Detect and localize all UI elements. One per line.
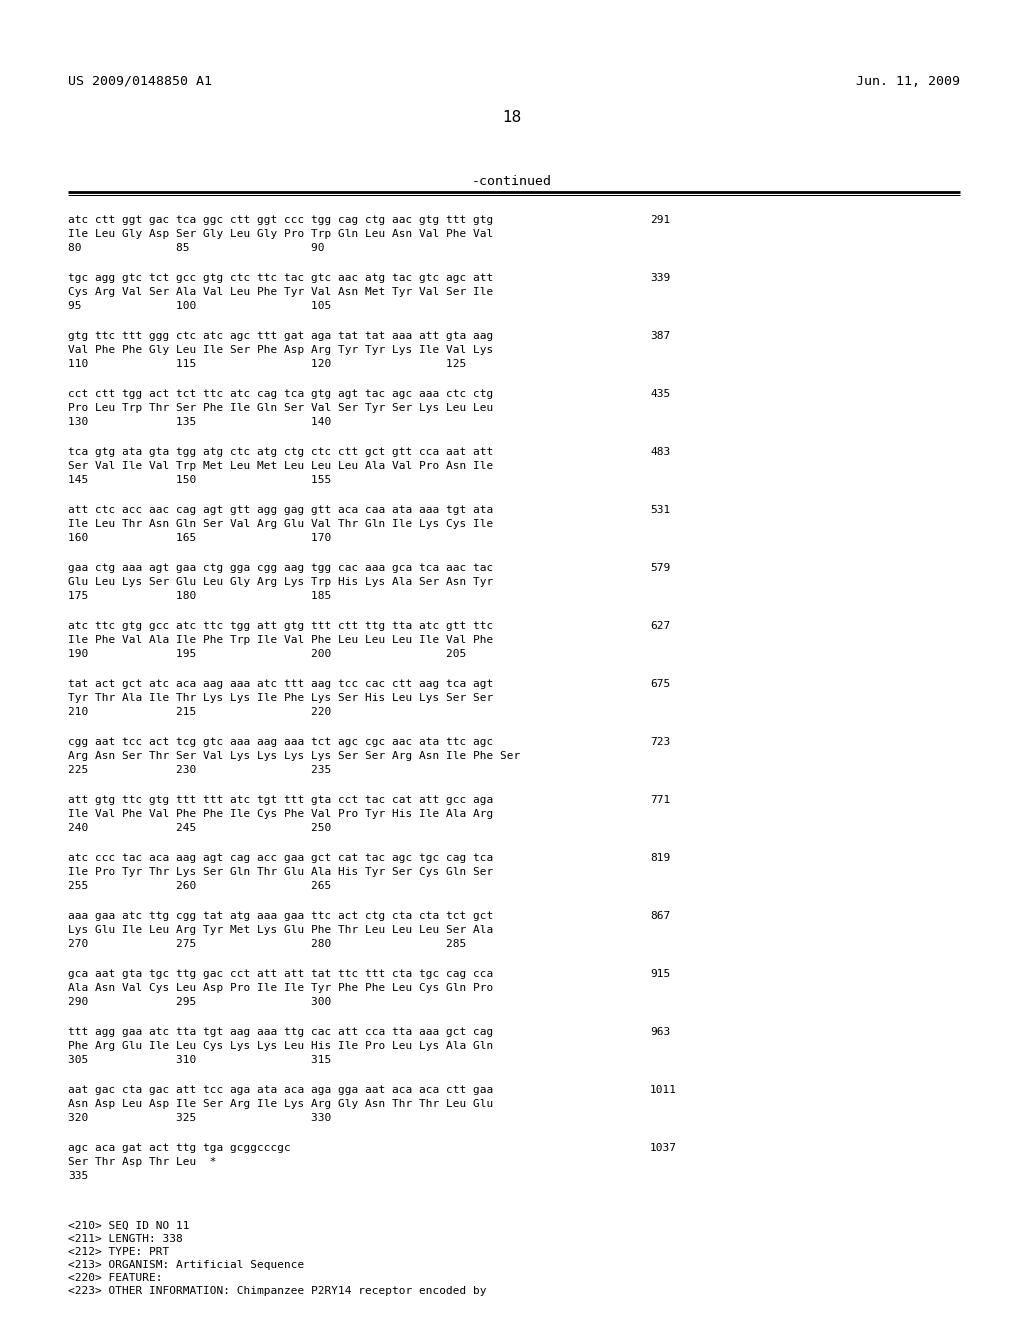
Text: 675: 675 (650, 678, 671, 689)
Text: Lys Glu Ile Leu Arg Tyr Met Lys Glu Phe Thr Leu Leu Leu Ser Ala: Lys Glu Ile Leu Arg Tyr Met Lys Glu Phe … (68, 925, 494, 935)
Text: 291: 291 (650, 215, 671, 224)
Text: 305             310                 315: 305 310 315 (68, 1055, 331, 1065)
Text: Arg Asn Ser Thr Ser Val Lys Lys Lys Lys Ser Ser Arg Asn Ile Phe Ser: Arg Asn Ser Thr Ser Val Lys Lys Lys Lys … (68, 751, 520, 762)
Text: 320             325                 330: 320 325 330 (68, 1113, 331, 1123)
Text: 110             115                 120                 125: 110 115 120 125 (68, 359, 466, 370)
Text: 819: 819 (650, 853, 671, 863)
Text: 963: 963 (650, 1027, 671, 1038)
Text: 867: 867 (650, 911, 671, 921)
Text: -continued: -continued (472, 176, 552, 187)
Text: att gtg ttc gtg ttt ttt atc tgt ttt gta cct tac cat att gcc aga: att gtg ttc gtg ttt ttt atc tgt ttt gta … (68, 795, 494, 805)
Text: 190             195                 200                 205: 190 195 200 205 (68, 649, 466, 659)
Text: 915: 915 (650, 969, 671, 979)
Text: tat act gct atc aca aag aaa atc ttt aag tcc cac ctt aag tca agt: tat act gct atc aca aag aaa atc ttt aag … (68, 678, 494, 689)
Text: 387: 387 (650, 331, 671, 341)
Text: 175             180                 185: 175 180 185 (68, 591, 331, 601)
Text: 723: 723 (650, 737, 671, 747)
Text: 435: 435 (650, 389, 671, 399)
Text: 579: 579 (650, 564, 671, 573)
Text: tgc agg gtc tct gcc gtg ctc ttc tac gtc aac atg tac gtc agc att: tgc agg gtc tct gcc gtg ctc ttc tac gtc … (68, 273, 494, 282)
Text: ttt agg gaa atc tta tgt aag aaa ttg cac att cca tta aaa gct cag: ttt agg gaa atc tta tgt aag aaa ttg cac … (68, 1027, 494, 1038)
Text: <223> OTHER INFORMATION: Chimpanzee P2RY14 receptor encoded by: <223> OTHER INFORMATION: Chimpanzee P2RY… (68, 1286, 486, 1296)
Text: 335: 335 (68, 1171, 88, 1181)
Text: 210             215                 220: 210 215 220 (68, 708, 331, 717)
Text: atc ccc tac aca aag agt cag acc gaa gct cat tac agc tgc cag tca: atc ccc tac aca aag agt cag acc gaa gct … (68, 853, 494, 863)
Text: atc ctt ggt gac tca ggc ctt ggt ccc tgg cag ctg aac gtg ttt gtg: atc ctt ggt gac tca ggc ctt ggt ccc tgg … (68, 215, 494, 224)
Text: agc aca gat act ttg tga gcggcccgc: agc aca gat act ttg tga gcggcccgc (68, 1143, 291, 1152)
Text: 145             150                 155: 145 150 155 (68, 475, 331, 484)
Text: Ile Phe Val Ala Ile Phe Trp Ile Val Phe Leu Leu Leu Ile Val Phe: Ile Phe Val Ala Ile Phe Trp Ile Val Phe … (68, 635, 494, 645)
Text: 531: 531 (650, 506, 671, 515)
Text: 95              100                 105: 95 100 105 (68, 301, 331, 312)
Text: <211> LENGTH: 338: <211> LENGTH: 338 (68, 1234, 182, 1243)
Text: tca gtg ata gta tgg atg ctc atg ctg ctc ctt gct gtt cca aat att: tca gtg ata gta tgg atg ctc atg ctg ctc … (68, 447, 494, 457)
Text: 1011: 1011 (650, 1085, 677, 1096)
Text: Ile Val Phe Val Phe Phe Ile Cys Phe Val Pro Tyr His Ile Ala Arg: Ile Val Phe Val Phe Phe Ile Cys Phe Val … (68, 809, 494, 818)
Text: 130             135                 140: 130 135 140 (68, 417, 331, 426)
Text: Ile Leu Gly Asp Ser Gly Leu Gly Pro Trp Gln Leu Asn Val Phe Val: Ile Leu Gly Asp Ser Gly Leu Gly Pro Trp … (68, 228, 494, 239)
Text: <213> ORGANISM: Artificial Sequence: <213> ORGANISM: Artificial Sequence (68, 1261, 304, 1270)
Text: 270             275                 280                 285: 270 275 280 285 (68, 939, 466, 949)
Text: Asn Asp Leu Asp Ile Ser Arg Ile Lys Arg Gly Asn Thr Thr Leu Glu: Asn Asp Leu Asp Ile Ser Arg Ile Lys Arg … (68, 1100, 494, 1109)
Text: 1037: 1037 (650, 1143, 677, 1152)
Text: atc ttc gtg gcc atc ttc tgg att gtg ttt ctt ttg tta atc gtt ttc: atc ttc gtg gcc atc ttc tgg att gtg ttt … (68, 620, 494, 631)
Text: 240             245                 250: 240 245 250 (68, 822, 331, 833)
Text: Tyr Thr Ala Ile Thr Lys Lys Ile Phe Lys Ser His Leu Lys Ser Ser: Tyr Thr Ala Ile Thr Lys Lys Ile Phe Lys … (68, 693, 494, 704)
Text: Cys Arg Val Ser Ala Val Leu Phe Tyr Val Asn Met Tyr Val Ser Ile: Cys Arg Val Ser Ala Val Leu Phe Tyr Val … (68, 286, 494, 297)
Text: Phe Arg Glu Ile Leu Cys Lys Lys Leu His Ile Pro Leu Lys Ala Gln: Phe Arg Glu Ile Leu Cys Lys Lys Leu His … (68, 1041, 494, 1051)
Text: 771: 771 (650, 795, 671, 805)
Text: 483: 483 (650, 447, 671, 457)
Text: 225             230                 235: 225 230 235 (68, 766, 331, 775)
Text: Val Phe Phe Gly Leu Ile Ser Phe Asp Arg Tyr Tyr Lys Ile Val Lys: Val Phe Phe Gly Leu Ile Ser Phe Asp Arg … (68, 345, 494, 355)
Text: aaa gaa atc ttg cgg tat atg aaa gaa ttc act ctg cta cta tct gct: aaa gaa atc ttg cgg tat atg aaa gaa ttc … (68, 911, 494, 921)
Text: cgg aat tcc act tcg gtc aaa aag aaa tct agc cgc aac ata ttc agc: cgg aat tcc act tcg gtc aaa aag aaa tct … (68, 737, 494, 747)
Text: gca aat gta tgc ttg gac cct att att tat ttc ttt cta tgc cag cca: gca aat gta tgc ttg gac cct att att tat … (68, 969, 494, 979)
Text: 255             260                 265: 255 260 265 (68, 880, 331, 891)
Text: 160             165                 170: 160 165 170 (68, 533, 331, 543)
Text: US 2009/0148850 A1: US 2009/0148850 A1 (68, 75, 212, 88)
Text: att ctc acc aac cag agt gtt agg gag gtt aca caa ata aaa tgt ata: att ctc acc aac cag agt gtt agg gag gtt … (68, 506, 494, 515)
Text: Glu Leu Lys Ser Glu Leu Gly Arg Lys Trp His Lys Ala Ser Asn Tyr: Glu Leu Lys Ser Glu Leu Gly Arg Lys Trp … (68, 577, 494, 587)
Text: <220> FEATURE:: <220> FEATURE: (68, 1272, 163, 1283)
Text: 627: 627 (650, 620, 671, 631)
Text: aat gac cta gac att tcc aga ata aca aga gga aat aca aca ctt gaa: aat gac cta gac att tcc aga ata aca aga … (68, 1085, 494, 1096)
Text: Ser Thr Asp Thr Leu  *: Ser Thr Asp Thr Leu * (68, 1158, 216, 1167)
Text: Pro Leu Trp Thr Ser Phe Ile Gln Ser Val Ser Tyr Ser Lys Leu Leu: Pro Leu Trp Thr Ser Phe Ile Gln Ser Val … (68, 403, 494, 413)
Text: 18: 18 (503, 110, 521, 125)
Text: <212> TYPE: PRT: <212> TYPE: PRT (68, 1247, 169, 1257)
Text: Ser Val Ile Val Trp Met Leu Met Leu Leu Leu Ala Val Pro Asn Ile: Ser Val Ile Val Trp Met Leu Met Leu Leu … (68, 461, 494, 471)
Text: 339: 339 (650, 273, 671, 282)
Text: gtg ttc ttt ggg ctc atc agc ttt gat aga tat tat aaa att gta aag: gtg ttc ttt ggg ctc atc agc ttt gat aga … (68, 331, 494, 341)
Text: cct ctt tgg act tct ttc atc cag tca gtg agt tac agc aaa ctc ctg: cct ctt tgg act tct ttc atc cag tca gtg … (68, 389, 494, 399)
Text: Ile Pro Tyr Thr Lys Ser Gln Thr Glu Ala His Tyr Ser Cys Gln Ser: Ile Pro Tyr Thr Lys Ser Gln Thr Glu Ala … (68, 867, 494, 876)
Text: gaa ctg aaa agt gaa ctg gga cgg aag tgg cac aaa gca tca aac tac: gaa ctg aaa agt gaa ctg gga cgg aag tgg … (68, 564, 494, 573)
Text: Ile Leu Thr Asn Gln Ser Val Arg Glu Val Thr Gln Ile Lys Cys Ile: Ile Leu Thr Asn Gln Ser Val Arg Glu Val … (68, 519, 494, 529)
Text: Jun. 11, 2009: Jun. 11, 2009 (856, 75, 961, 88)
Text: 290             295                 300: 290 295 300 (68, 997, 331, 1007)
Text: 80              85                  90: 80 85 90 (68, 243, 325, 253)
Text: Ala Asn Val Cys Leu Asp Pro Ile Ile Tyr Phe Phe Leu Cys Gln Pro: Ala Asn Val Cys Leu Asp Pro Ile Ile Tyr … (68, 983, 494, 993)
Text: <210> SEQ ID NO 11: <210> SEQ ID NO 11 (68, 1221, 189, 1232)
